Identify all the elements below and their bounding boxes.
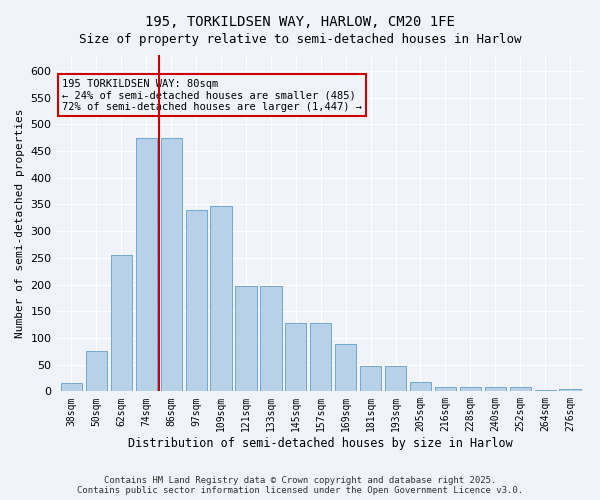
Bar xyxy=(485,387,506,392)
Bar xyxy=(185,210,207,392)
X-axis label: Distribution of semi-detached houses by size in Harlow: Distribution of semi-detached houses by … xyxy=(128,437,513,450)
Bar xyxy=(211,206,232,392)
Bar xyxy=(61,384,82,392)
Bar xyxy=(535,390,556,392)
Bar xyxy=(509,387,531,392)
Bar xyxy=(285,323,307,392)
Text: Size of property relative to semi-detached houses in Harlow: Size of property relative to semi-detach… xyxy=(79,32,521,46)
Bar xyxy=(335,344,356,392)
Bar xyxy=(310,323,331,392)
Bar xyxy=(435,386,456,392)
Text: 195 TORKILDSEN WAY: 80sqm
← 24% of semi-detached houses are smaller (485)
72% of: 195 TORKILDSEN WAY: 80sqm ← 24% of semi-… xyxy=(62,78,362,112)
Bar xyxy=(161,138,182,392)
Y-axis label: Number of semi-detached properties: Number of semi-detached properties xyxy=(15,108,25,338)
Bar xyxy=(559,389,581,392)
Bar xyxy=(111,255,132,392)
Bar xyxy=(260,286,281,392)
Text: Contains HM Land Registry data © Crown copyright and database right 2025.
Contai: Contains HM Land Registry data © Crown c… xyxy=(77,476,523,495)
Bar xyxy=(460,387,481,392)
Bar xyxy=(235,286,257,392)
Text: 195, TORKILDSEN WAY, HARLOW, CM20 1FE: 195, TORKILDSEN WAY, HARLOW, CM20 1FE xyxy=(145,15,455,29)
Bar xyxy=(360,366,381,392)
Bar xyxy=(136,138,157,392)
Bar xyxy=(385,366,406,392)
Bar xyxy=(410,382,431,392)
Bar xyxy=(86,352,107,392)
